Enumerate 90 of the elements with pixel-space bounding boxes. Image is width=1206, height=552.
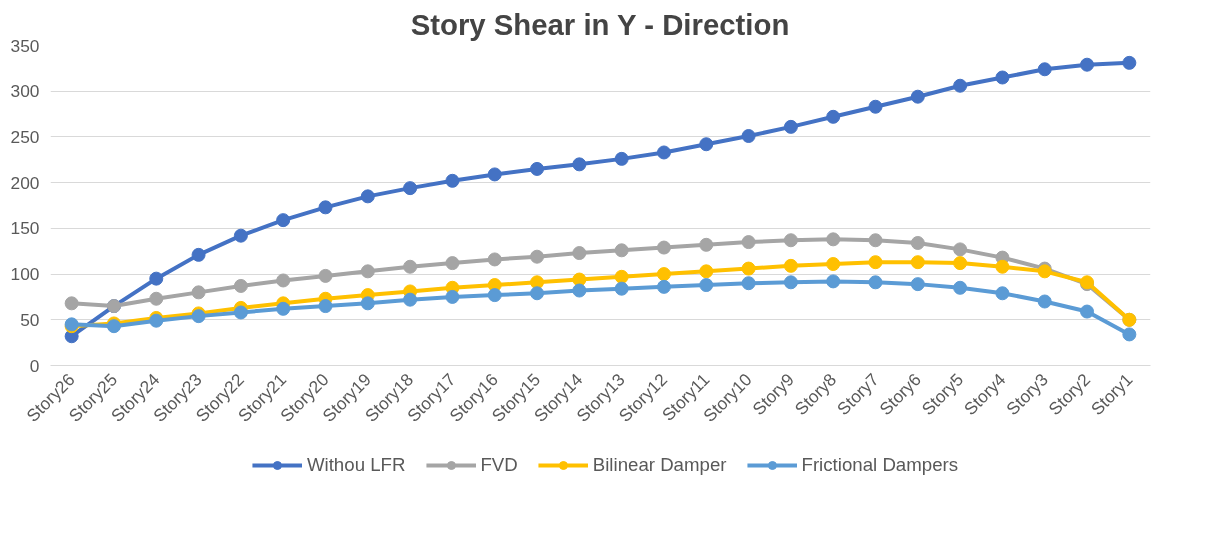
point — [868, 99, 883, 114]
point — [656, 145, 671, 160]
point — [233, 305, 248, 320]
point — [487, 252, 502, 267]
point — [741, 261, 756, 276]
chart-title: Story Shear in Y - Direction — [410, 7, 790, 41]
point — [360, 189, 375, 204]
point — [783, 233, 798, 248]
point — [910, 236, 925, 250]
point — [656, 240, 671, 255]
point — [530, 249, 545, 264]
y-tick-label: 150 — [10, 218, 40, 239]
point — [1037, 294, 1052, 309]
legend-label: Withou LFR — [306, 454, 406, 476]
point — [445, 289, 460, 304]
point — [403, 181, 418, 196]
point — [826, 232, 841, 247]
point — [953, 256, 968, 271]
point — [149, 291, 164, 306]
point — [910, 277, 925, 292]
point — [530, 161, 545, 176]
point — [699, 137, 714, 152]
point — [995, 70, 1010, 85]
point — [699, 237, 714, 252]
point — [1122, 55, 1137, 70]
point — [614, 269, 629, 284]
point — [233, 278, 248, 293]
point — [953, 242, 968, 257]
y-tick-label: 100 — [10, 264, 40, 285]
point — [572, 157, 587, 172]
point — [360, 264, 375, 279]
point — [699, 264, 714, 279]
point — [826, 109, 841, 124]
point — [741, 276, 756, 291]
point — [868, 275, 883, 290]
point — [699, 278, 714, 293]
y-tick-label: 250 — [10, 126, 40, 147]
point — [741, 235, 756, 250]
point — [868, 255, 883, 270]
point — [191, 285, 206, 300]
point — [64, 296, 79, 311]
legend-label: Bilinear Damper — [592, 454, 727, 476]
point — [487, 167, 502, 182]
point — [233, 228, 248, 243]
point — [276, 301, 291, 316]
point — [318, 200, 333, 215]
point — [1080, 304, 1095, 319]
point — [360, 296, 375, 311]
y-tick-label: 350 — [10, 35, 40, 56]
point — [1080, 57, 1095, 72]
y-tick-label: 200 — [10, 172, 40, 193]
point — [318, 299, 333, 314]
point — [783, 119, 798, 134]
point — [1122, 327, 1137, 342]
point — [783, 258, 798, 273]
point — [614, 151, 629, 166]
point — [953, 280, 968, 295]
point — [826, 274, 841, 289]
point — [910, 89, 925, 104]
point — [530, 286, 545, 301]
point — [445, 173, 460, 188]
point — [191, 247, 206, 262]
point — [572, 246, 587, 261]
point — [868, 233, 883, 248]
point — [276, 273, 291, 288]
point — [995, 259, 1010, 274]
y-tick-label: 50 — [20, 309, 40, 330]
point — [910, 255, 925, 270]
point — [826, 257, 841, 271]
point — [614, 281, 629, 296]
point — [487, 288, 502, 303]
point — [403, 292, 418, 307]
point — [572, 283, 587, 298]
point — [276, 213, 291, 228]
point — [783, 275, 798, 290]
point — [149, 271, 164, 286]
point — [995, 286, 1010, 301]
point — [741, 129, 756, 143]
point — [403, 259, 418, 274]
y-tick-label: 0 — [29, 355, 40, 376]
point — [656, 267, 671, 282]
point — [318, 268, 333, 283]
point — [445, 256, 460, 271]
y-tick-label: 300 — [10, 81, 40, 102]
legend-label: FVD — [480, 454, 518, 476]
point — [614, 243, 629, 258]
point — [953, 78, 968, 93]
point — [656, 279, 671, 294]
point — [1037, 62, 1052, 77]
legend-label: Frictional Dampers — [801, 454, 959, 476]
